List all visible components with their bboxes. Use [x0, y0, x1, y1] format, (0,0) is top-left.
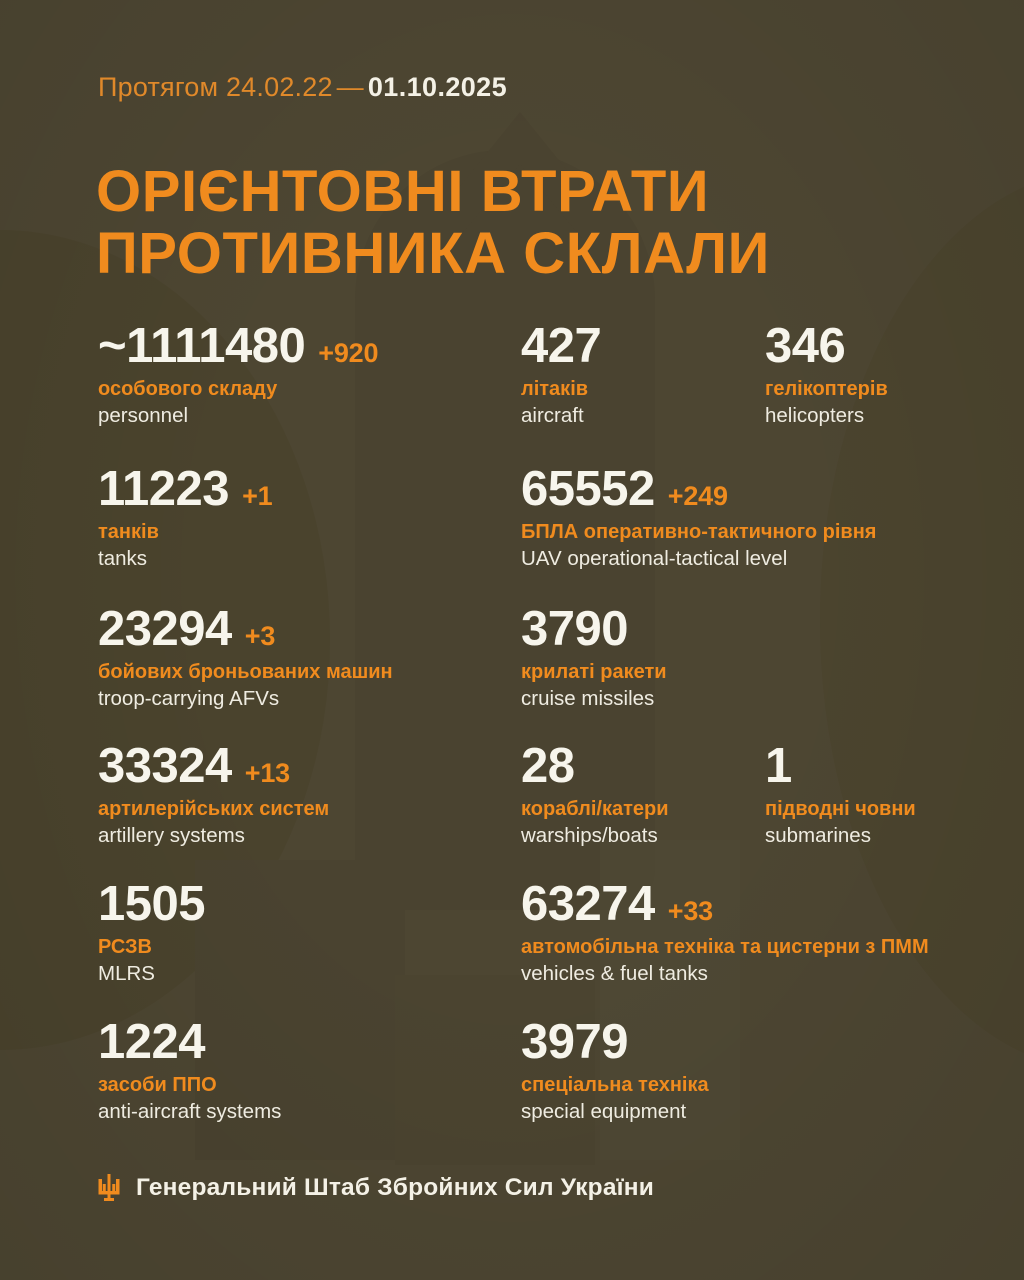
stat-label-en: warships/boats — [521, 824, 658, 847]
stat-label-ua: бойових броньованих машин — [98, 661, 393, 683]
stat-value: 1505 — [98, 877, 206, 931]
stat-value-row: 63274 +33 — [521, 880, 929, 929]
stat-label-ua: РСЗВ — [98, 936, 152, 958]
stat-label-ua: засоби ППО — [98, 1074, 217, 1096]
stat-value-row: 23294 +3 — [98, 605, 393, 654]
stat-value: 65552 — [521, 462, 655, 516]
stat-label-en: personnel — [98, 404, 189, 427]
stat-special-equipment: 3979 спеціальна техніка special equipmen… — [521, 1018, 709, 1125]
stat-label-ua: автомобільна техніка та цистерни з ПММ — [521, 936, 929, 958]
stat-label-ua: підводні човни — [765, 798, 916, 820]
stat-value: 11223 — [98, 462, 230, 516]
stat-value-row: 346 — [765, 322, 888, 371]
stat-aircraft: 427 літаків aircraft — [521, 322, 614, 429]
stat-value: 1 — [765, 739, 792, 793]
stat-value-row: 11223 +1 — [98, 462, 273, 516]
stat-warships: 28 кораблі/катери warships/boats — [521, 742, 669, 849]
page-title-line2: ПРОТИВНИКА СКЛАЛИ — [96, 220, 770, 286]
stat-vehicles: 63274 +33 автомобільна техніка та цистер… — [521, 880, 929, 987]
date-from: 24.02.22 — [225, 72, 333, 102]
stat-label-en: submarines — [765, 824, 871, 847]
stat-value: 63274 — [521, 877, 655, 931]
tryzub-icon — [98, 1174, 120, 1201]
date-to: 01.10.2025 — [367, 72, 508, 102]
stat-value-row: 3790 — [521, 605, 667, 654]
stat-label-en: special equipment — [521, 1100, 687, 1123]
stat-value-row: 1505 — [98, 880, 218, 929]
date-dash: — — [336, 72, 364, 102]
stat-value: 427 — [521, 319, 602, 373]
stat-label-ua: літаків — [521, 378, 589, 400]
stat-value-row: 427 — [521, 322, 614, 371]
stat-label-ua: БПЛА оперативно-тактичного рівня — [521, 521, 877, 543]
stat-value-row: 28 — [521, 742, 669, 791]
stat-label-ua: танків — [98, 521, 159, 543]
stat-value: 3979 — [521, 1015, 629, 1069]
stat-uav: 65552 +249 БПЛА оперативно-тактичного рі… — [521, 465, 876, 572]
stat-value: ~1111480 — [98, 319, 306, 373]
stat-mlrs: 1505 РСЗВ MLRS — [98, 880, 218, 987]
stat-label-ua: кораблі/катери — [521, 798, 669, 820]
stat-delta: +1 — [242, 481, 273, 511]
stat-label-en: cruise missiles — [521, 687, 655, 710]
stat-artillery: 33324 +13 артилерійських систем artiller… — [98, 742, 329, 849]
stat-value: 1224 — [98, 1015, 206, 1069]
stat-value: 23294 — [98, 602, 232, 656]
stat-anti-aircraft: 1224 засоби ППО anti-aircraft systems — [98, 1018, 281, 1125]
stat-label-en: vehicles & fuel tanks — [521, 962, 708, 985]
page-title: ОРІЄНТОВНІ ВТРАТИ ПРОТИВНИКА СКЛАЛИ — [96, 158, 770, 286]
stat-label-ua: гелікоптерів — [765, 378, 888, 400]
period-label: Протягом — [98, 72, 219, 102]
stat-label-en: artillery systems — [98, 824, 245, 847]
stat-value: 28 — [521, 739, 575, 793]
organization-name: Генеральний Штаб Збройних Сил України — [136, 1174, 655, 1201]
stat-label-en: MLRS — [98, 962, 155, 985]
page-title-line1: ОРІЄНТОВНІ ВТРАТИ — [96, 158, 710, 224]
stat-delta: +249 — [667, 481, 728, 511]
stat-label-ua: особового складу — [98, 378, 278, 400]
stat-label-ua: артилерійських систем — [98, 798, 330, 820]
stat-value-row: 3979 — [521, 1018, 709, 1067]
stat-value-row: 1 — [765, 742, 916, 791]
stat-label-en: anti-aircraft systems — [98, 1100, 282, 1123]
stat-afv: 23294 +3 бойових броньованих машин troop… — [98, 605, 393, 712]
stat-label-ua: спеціальна техніка — [521, 1074, 709, 1096]
stat-helicopters: 346 гелікоптерів helicopters — [765, 322, 888, 429]
stat-label-en: troop-carrying AFVs — [98, 687, 280, 710]
stat-label-en: UAV operational-tactical level — [521, 547, 788, 570]
stat-label-en: tanks — [98, 547, 147, 570]
stat-value-row: 65552 +249 — [521, 465, 876, 514]
stat-delta: +3 — [244, 621, 276, 651]
stat-label-ua: крилаті ракети — [521, 661, 667, 683]
stat-label-en: aircraft — [521, 404, 584, 427]
stat-submarines: 1 підводні човни submarines — [765, 742, 916, 849]
stat-value-row: ~1111480 +920 — [98, 322, 378, 371]
stat-delta: +920 — [318, 338, 379, 368]
stat-tanks: 11223 +1 танків tanks — [98, 462, 273, 572]
date-range: Протягом 24.02.22—01.10.2025 — [98, 72, 507, 103]
stat-cruise-missiles: 3790 крилаті ракети cruise missiles — [521, 605, 667, 712]
stat-value: 346 — [765, 319, 846, 373]
stat-delta: +13 — [244, 758, 290, 788]
stat-value-row: 33324 +13 — [98, 742, 329, 791]
stat-delta: +33 — [667, 896, 713, 926]
footer: Генеральний Штаб Збройних Сил України — [98, 1172, 654, 1204]
stat-value-row: 1224 — [98, 1018, 281, 1067]
stat-personnel: ~1111480 +920 особового складу personnel — [98, 322, 378, 429]
stat-value: 33324 — [98, 739, 232, 793]
stat-value: 3790 — [521, 602, 629, 656]
stat-label-en: helicopters — [765, 404, 865, 427]
